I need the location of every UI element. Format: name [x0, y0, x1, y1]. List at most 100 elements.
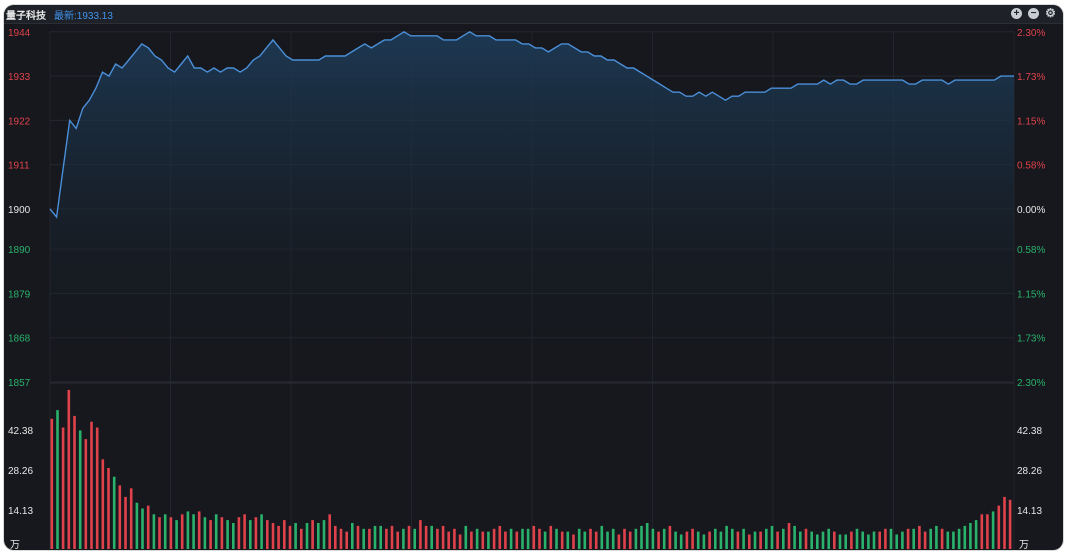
stock-name: 量子科技	[6, 11, 46, 22]
volume-bar	[714, 528, 717, 550]
volume-bar	[124, 496, 127, 549]
volume-bar	[980, 514, 984, 549]
volume-bar	[679, 534, 683, 549]
volume-bar	[175, 520, 178, 549]
volume-bar	[560, 531, 564, 549]
volume-bar	[566, 531, 570, 549]
axis-labels: 1944 2.30% 1933 1.73% 1922 1.15% 1911 0.58% 1900…	[8, 28, 1045, 550]
volume-bar	[498, 525, 502, 549]
y-left-tick-label: 1900	[8, 205, 31, 216]
volume-bar	[878, 531, 881, 549]
volume-bar	[816, 534, 819, 549]
volume-bar	[351, 523, 354, 549]
intraday-chart: 1944 2.30% 1933 1.73% 1922 1.15% 1911 0.58% 1900…	[8, 28, 1045, 550]
chart-panel: 量子科技 最新:1933.13 + − ⚙ 1944 2.30% 1933 1.73%…	[4, 5, 1063, 550]
volume-tick-label-left: 28.26	[8, 466, 33, 477]
volume-bar	[946, 531, 950, 549]
volume-bar	[277, 525, 280, 549]
volume-bar	[300, 528, 303, 550]
volume-bar	[634, 528, 638, 550]
volume-bar	[169, 517, 173, 549]
volume-bar	[158, 517, 161, 549]
volume-tick-label-left: 14.13	[8, 506, 33, 517]
volume-bar	[799, 531, 802, 549]
volume-bar	[345, 531, 348, 549]
volume-bar	[447, 531, 450, 549]
volume-bar	[317, 523, 320, 549]
volume-bar	[986, 514, 989, 549]
volume-bar	[373, 525, 377, 549]
volume-bar	[600, 525, 604, 549]
volume-bar	[50, 418, 54, 549]
volume-bar	[594, 531, 598, 549]
volume-bar	[1003, 496, 1006, 549]
volume-bar	[61, 427, 65, 549]
volume-bar	[152, 514, 156, 549]
volume-bar	[691, 528, 694, 550]
volume-bar	[396, 531, 399, 549]
minus-circle-icon: −	[1030, 8, 1037, 19]
y-right-tick-label: 1.15%	[1017, 289, 1045, 300]
volume-bar	[214, 514, 218, 549]
volume-bar	[254, 517, 258, 549]
volume-bar	[838, 534, 842, 549]
volume-bar	[509, 528, 513, 550]
volume-tick-label-right: 14.13	[1017, 506, 1042, 517]
volume-bar	[339, 528, 343, 550]
volume-bar	[753, 531, 757, 549]
y-right-tick-label: 0.58%	[1017, 245, 1045, 256]
volume-bar	[322, 520, 326, 549]
volume-bar	[283, 520, 286, 549]
y-left-tick-label: 1868	[8, 334, 31, 345]
volume-bar	[606, 531, 609, 549]
volume-bar	[957, 528, 961, 550]
y-left-tick-label: 1911	[8, 161, 30, 172]
volume-tick-label-left: 42.38	[8, 426, 33, 437]
volume-bar	[521, 528, 524, 550]
y-left-tick-label: 1890	[8, 245, 31, 256]
volume-bar	[453, 528, 456, 550]
volume-bar	[163, 514, 167, 549]
volume-bar	[855, 528, 859, 550]
volume-bar	[912, 528, 915, 550]
volume-bar	[770, 525, 774, 549]
volume-bar	[481, 531, 485, 549]
y-right-tick-label: 1.15%	[1017, 116, 1045, 127]
volume-bar	[969, 523, 972, 549]
y-right-tick-label: 1.73%	[1017, 72, 1045, 83]
volume-bar	[56, 410, 59, 549]
volume-bar	[827, 528, 830, 550]
volume-bar	[935, 525, 938, 549]
volume-bar	[311, 520, 314, 549]
volume-bar	[623, 528, 626, 550]
volume-bar	[107, 468, 110, 549]
volume-bar	[492, 528, 496, 550]
volume-bar	[776, 531, 779, 549]
zoom-in-button[interactable]: +	[1011, 8, 1022, 19]
volume-bar	[180, 514, 184, 549]
volume-bar	[368, 528, 371, 550]
volume-bar	[645, 523, 649, 549]
volume-bar	[243, 514, 246, 549]
volume-bar	[112, 476, 116, 549]
volume-bar	[963, 525, 967, 549]
settings-button[interactable]: ⚙	[1045, 7, 1056, 19]
volume-bar	[78, 430, 82, 549]
volume-bar	[923, 531, 927, 549]
zoom-out-button[interactable]: −	[1028, 8, 1039, 19]
volume-bar	[334, 525, 337, 549]
volume-bar	[589, 528, 592, 550]
volume-bar	[782, 528, 785, 550]
volume-unit-right: 万	[1019, 540, 1029, 550]
volume-bar	[413, 528, 416, 550]
volume-bar	[543, 531, 547, 549]
volume-bar	[305, 523, 309, 549]
volume-bar	[356, 525, 360, 549]
volume-bar	[504, 531, 507, 549]
volume-bar	[203, 517, 207, 549]
volume-bar	[141, 508, 144, 549]
y-left-tick-label: 1857	[8, 378, 31, 389]
volume-bar	[101, 459, 105, 549]
volume-bar	[850, 531, 853, 549]
volume-bar	[889, 528, 893, 550]
